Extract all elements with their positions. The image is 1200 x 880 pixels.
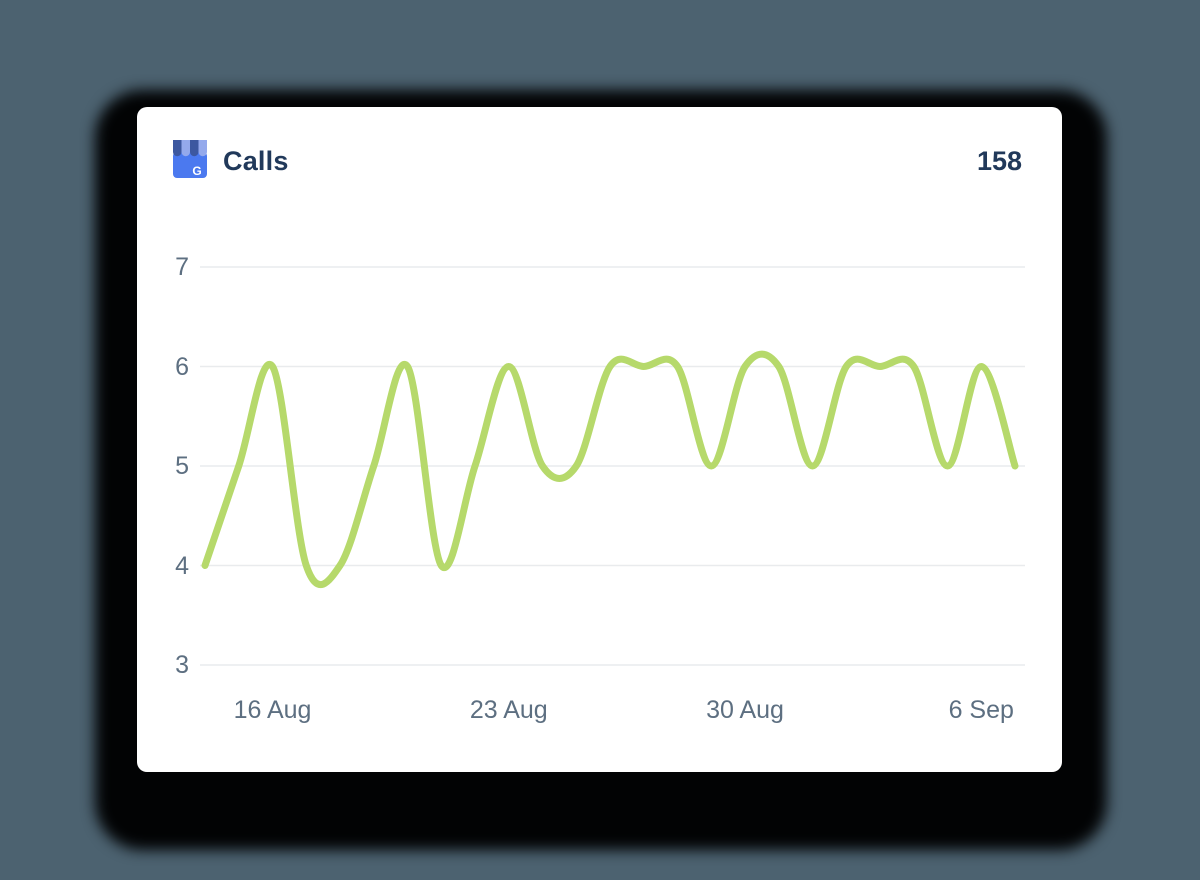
calls-line-chart: 7 6 5 4 3 16 Aug 23 Aug 30 Aug 6 Sep (137, 107, 1062, 772)
x-axis-tick-30-aug: 30 Aug (706, 696, 784, 724)
x-axis-tick-23-aug: 23 Aug (469, 696, 548, 724)
google-business-store-icon: G (173, 140, 207, 178)
y-axis-tick-5: 5 (175, 452, 189, 480)
calls-metric-card: 7 6 5 4 3 16 Aug 23 Aug 30 Aug 6 Sep G Calls 15… (137, 107, 1062, 772)
y-axis-tick-4: 4 (175, 551, 189, 580)
y-axis-tick-3: 3 (175, 651, 189, 679)
x-axis-tick-16-aug: 16 Aug (233, 696, 312, 724)
svg-text:G: G (192, 164, 201, 178)
storefront-awning (173, 140, 207, 157)
chart-plot-area (200, 266, 1025, 666)
gridlines (200, 266, 1025, 666)
card-header: G Calls 158 (137, 107, 1062, 182)
y-axis-tick-6: 6 (175, 352, 189, 381)
y-axis-tick-7: 7 (175, 253, 189, 281)
x-axis-tick-6-sep: 6 Sep (948, 696, 1014, 724)
calls-data-line (201, 350, 1019, 589)
calls-total-value: 158 (976, 145, 1022, 176)
card-title: Calls (223, 145, 289, 176)
